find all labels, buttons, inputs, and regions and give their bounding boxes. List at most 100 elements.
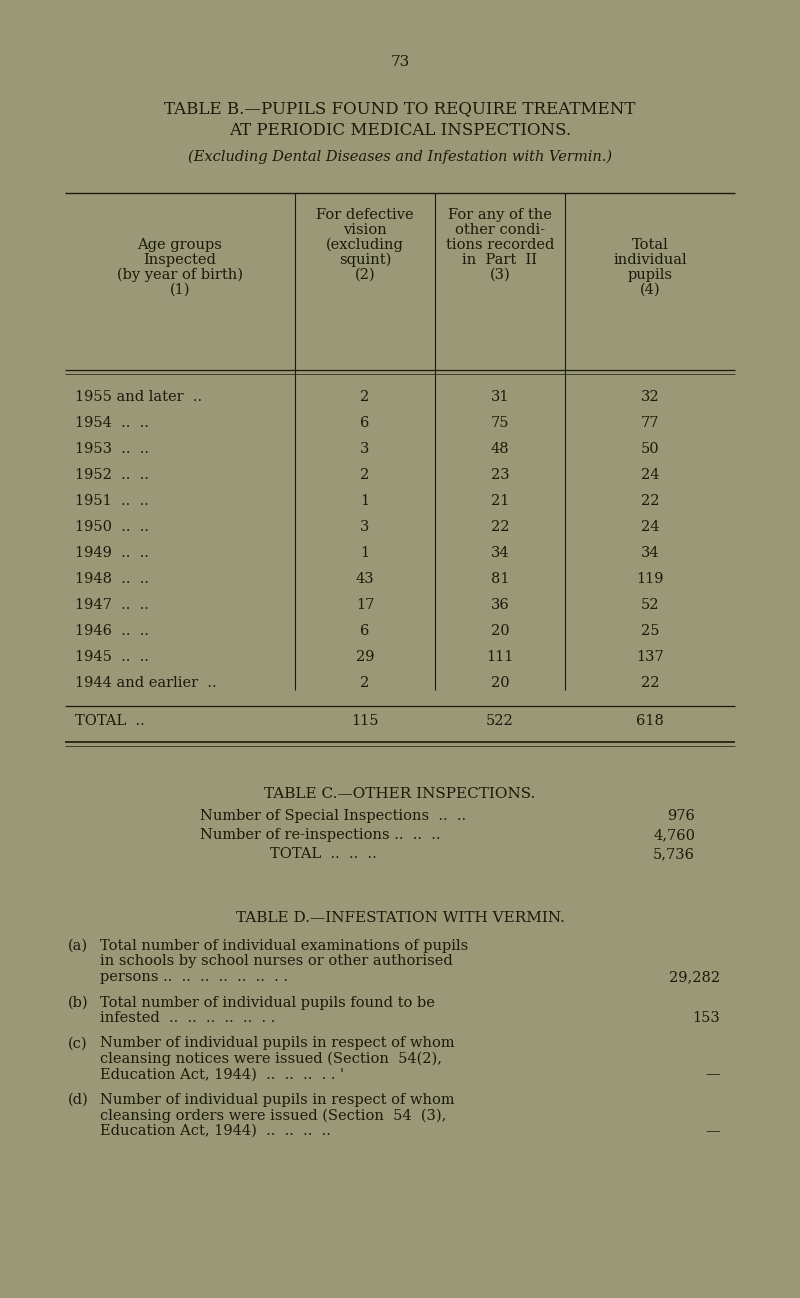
Text: (c): (c) [68,1037,88,1050]
Text: 1951  ..  ..: 1951 .. .. [75,495,149,508]
Text: 1945  ..  ..: 1945 .. .. [75,650,149,665]
Text: 21: 21 [491,495,509,508]
Text: TABLE C.—OTHER INSPECTIONS.: TABLE C.—OTHER INSPECTIONS. [264,787,536,801]
Text: 153: 153 [692,1011,720,1025]
Text: 17: 17 [356,598,374,611]
Text: 24: 24 [641,520,659,533]
Text: 1: 1 [361,546,370,559]
Text: 522: 522 [486,714,514,728]
Text: (a): (a) [68,938,88,953]
Text: (d): (d) [68,1093,89,1107]
Text: vision: vision [343,223,387,238]
Text: infested  ..  ..  ..  ..  ..  . .: infested .. .. .. .. .. . . [100,1011,275,1025]
Text: 23: 23 [490,469,510,482]
Text: 43: 43 [356,572,374,585]
Text: (3): (3) [490,267,510,282]
Text: 1949  ..  ..: 1949 .. .. [75,546,149,559]
Text: 22: 22 [490,520,510,533]
Text: 6: 6 [360,624,370,639]
Text: 29,282: 29,282 [669,970,720,984]
Text: (b): (b) [68,996,89,1010]
Text: 1954  ..  ..: 1954 .. .. [75,415,149,430]
Text: Total number of individual pupils found to be: Total number of individual pupils found … [100,996,435,1010]
Text: Total number of individual examinations of pupils: Total number of individual examinations … [100,938,468,953]
Text: Inspected: Inspected [143,253,217,267]
Text: 22: 22 [641,495,659,508]
Text: 618: 618 [636,714,664,728]
Text: 5,736: 5,736 [653,848,695,861]
Text: other condi-: other condi- [455,223,545,238]
Text: TOTAL  ..: TOTAL .. [75,714,145,728]
Text: 976: 976 [667,809,695,823]
Text: 2: 2 [360,676,370,691]
Text: 2: 2 [360,389,370,404]
Text: 50: 50 [641,443,659,456]
Text: Number of individual pupils in respect of whom: Number of individual pupils in respect o… [100,1093,454,1107]
Text: squint): squint) [339,253,391,267]
Text: 52: 52 [641,598,659,611]
Text: Number of individual pupils in respect of whom: Number of individual pupils in respect o… [100,1037,454,1050]
Text: 119: 119 [636,572,664,585]
Text: Number of Special Inspections  ..  ..: Number of Special Inspections .. .. [200,809,466,823]
Text: 34: 34 [641,546,659,559]
Text: 73: 73 [390,55,410,69]
Text: Total: Total [632,238,668,252]
Text: 6: 6 [360,415,370,430]
Text: For any of the: For any of the [448,208,552,222]
Text: Age groups: Age groups [138,238,222,252]
Text: For defective: For defective [316,208,414,222]
Text: 20: 20 [490,676,510,691]
Text: (1): (1) [170,283,190,297]
Text: (by year of birth): (by year of birth) [117,267,243,283]
Text: tions recorded: tions recorded [446,238,554,252]
Text: TABLE D.—INFESTATION WITH VERMIN.: TABLE D.—INFESTATION WITH VERMIN. [235,911,565,925]
Text: 111: 111 [486,650,514,665]
Text: Education Act, 1944)  ..  ..  ..  . . ': Education Act, 1944) .. .. .. . . ' [100,1067,344,1081]
Text: individual: individual [613,253,687,267]
Text: 24: 24 [641,469,659,482]
Text: 22: 22 [641,676,659,691]
Text: TABLE B.—PUPILS FOUND TO REQUIRE TREATMENT: TABLE B.—PUPILS FOUND TO REQUIRE TREATME… [164,100,636,117]
Text: 29: 29 [356,650,374,665]
Text: 3: 3 [360,520,370,533]
Text: persons ..  ..  ..  ..  ..  ..  . .: persons .. .. .. .. .. .. . . [100,970,288,984]
Text: cleansing orders were issued (Section  54  (3),: cleansing orders were issued (Section 54… [100,1108,446,1123]
Text: Education Act, 1944)  ..  ..  ..  ..: Education Act, 1944) .. .. .. .. [100,1124,331,1138]
Text: 1947  ..  ..: 1947 .. .. [75,598,149,611]
Text: —: — [706,1124,720,1138]
Text: in  Part  II: in Part II [462,253,538,267]
Text: (excluding: (excluding [326,238,404,252]
Text: 1952  ..  ..: 1952 .. .. [75,469,149,482]
Text: pupils: pupils [627,267,673,282]
Text: 137: 137 [636,650,664,665]
Text: 1944 and earlier  ..: 1944 and earlier .. [75,676,217,691]
Text: 31: 31 [490,389,510,404]
Text: 48: 48 [490,443,510,456]
Text: 1948  ..  ..: 1948 .. .. [75,572,149,585]
Text: 1: 1 [361,495,370,508]
Text: 2: 2 [360,469,370,482]
Text: 1955 and later  ..: 1955 and later .. [75,389,202,404]
Text: (2): (2) [354,267,375,282]
Text: 1946  ..  ..: 1946 .. .. [75,624,149,639]
Text: 77: 77 [641,415,659,430]
Text: 25: 25 [641,624,659,639]
Text: 20: 20 [490,624,510,639]
Text: 4,760: 4,760 [653,828,695,842]
Text: 1953  ..  ..: 1953 .. .. [75,443,149,456]
Text: in schools by school nurses or other authorised: in schools by school nurses or other aut… [100,954,453,968]
Text: (4): (4) [640,283,660,297]
Text: cleansing notices were issued (Section  54(2),: cleansing notices were issued (Section 5… [100,1051,442,1067]
Text: 34: 34 [490,546,510,559]
Text: 115: 115 [351,714,378,728]
Text: 3: 3 [360,443,370,456]
Text: 81: 81 [490,572,510,585]
Text: 36: 36 [490,598,510,611]
Text: 32: 32 [641,389,659,404]
Text: Number of re-inspections ..  ..  ..: Number of re-inspections .. .. .. [200,828,441,842]
Text: TOTAL  ..  ..  ..: TOTAL .. .. .. [270,848,377,861]
Text: 75: 75 [490,415,510,430]
Text: —: — [706,1067,720,1081]
Text: AT PERIODIC MEDICAL INSPECTIONS.: AT PERIODIC MEDICAL INSPECTIONS. [229,122,571,139]
Text: (Excluding Dental Diseases and Infestation with Vermin.): (Excluding Dental Diseases and Infestati… [188,151,612,165]
